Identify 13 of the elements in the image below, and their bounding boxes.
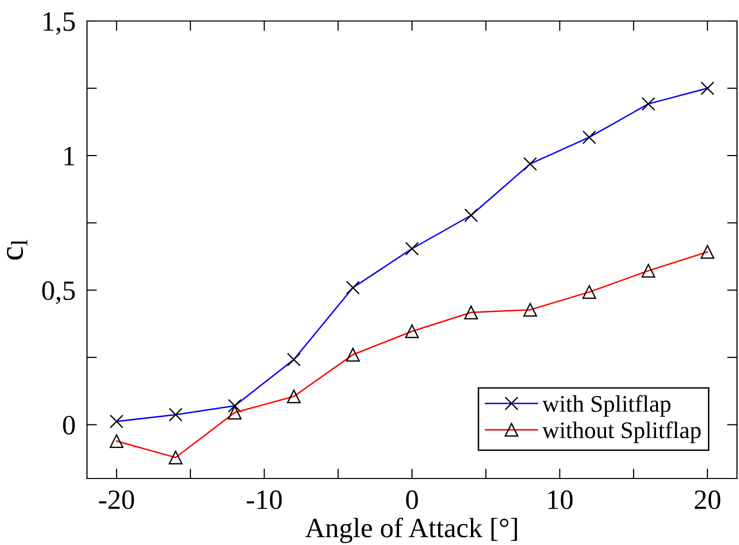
x-tick-label: -10 [246,490,282,510]
x-tick-label: 0 [406,490,418,510]
y-tick-label: 1 [64,146,74,166]
x-tick-label: 10 [548,490,573,510]
y-tick-label: 0,5 [42,281,75,304]
x-tick-label: -20 [99,490,134,510]
legend-label: with Splitflap [542,395,670,417]
x-tick-label: 20 [694,490,720,510]
y-tick-label: 1,5 [44,12,75,35]
y-axis-title: c$_{l}$ [6,240,28,260]
legend-label: without Splitflap [542,421,701,444]
y-tick-label: 0 [63,416,75,435]
x-axis-title: Angle of Attack [°] [305,518,517,544]
